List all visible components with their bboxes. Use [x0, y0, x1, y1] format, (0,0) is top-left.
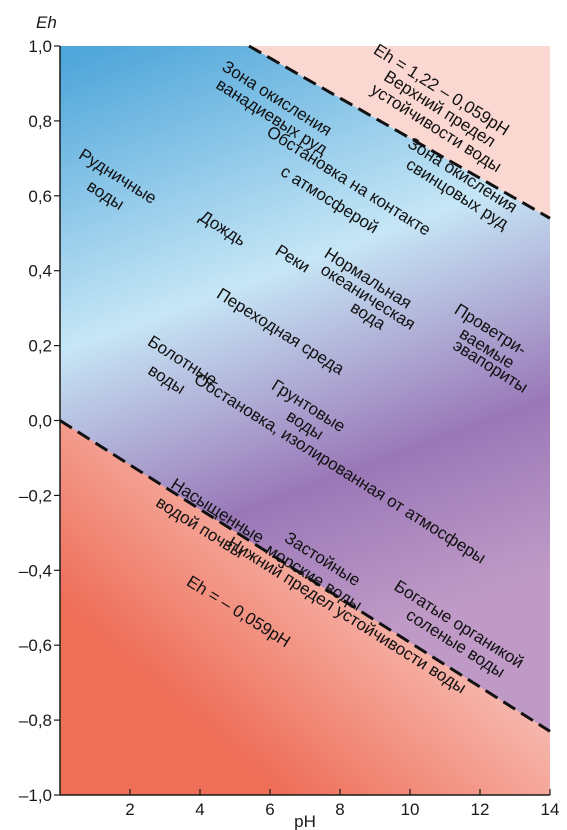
axes: 1,0 0,8 0,6 0,4 0,2 0,0 –0,2 –0,4 –0,6 –0,8 –1,0 2…	[19, 13, 560, 830]
y-tick-label: 0,8	[28, 112, 52, 131]
x-tick-label: 6	[265, 800, 274, 819]
x-tick-label: 2	[125, 800, 134, 819]
y-tick-label: –0,2	[19, 486, 52, 505]
x-tick-label: 14	[541, 800, 560, 819]
y-tick-label: –1,0	[19, 786, 52, 805]
y-tick-label: –0,6	[19, 636, 52, 655]
y-axis-title: Eh	[36, 13, 57, 32]
x-tick-label: 8	[335, 800, 344, 819]
y-tick-label: 0,6	[28, 187, 52, 206]
y-tick-label: 0,4	[28, 262, 52, 281]
y-tick-label: 1,0	[28, 37, 52, 56]
x-tick-label: 10	[401, 800, 420, 819]
x-tick-label: 12	[471, 800, 490, 819]
y-tick-label: –0,8	[19, 711, 52, 730]
y-tick-label: 0,2	[28, 337, 52, 356]
lower-boundary-line	[59, 419, 551, 733]
y-axis-ticks: 1,0 0,8 0,6 0,4 0,2 0,0 –0,2 –0,4 –0,6 –0,8 –1,0	[19, 37, 60, 805]
x-axis-title: pH	[294, 812, 316, 830]
x-axis-ticks: 2 4 6 8 10 12 14	[125, 789, 559, 819]
water-stability-band	[60, 46, 550, 732]
upper-boundary-line	[248, 44, 551, 220]
y-tick-label: 0,0	[28, 412, 52, 431]
y-tick-label: –0,4	[19, 561, 52, 580]
x-tick-label: 4	[195, 800, 204, 819]
